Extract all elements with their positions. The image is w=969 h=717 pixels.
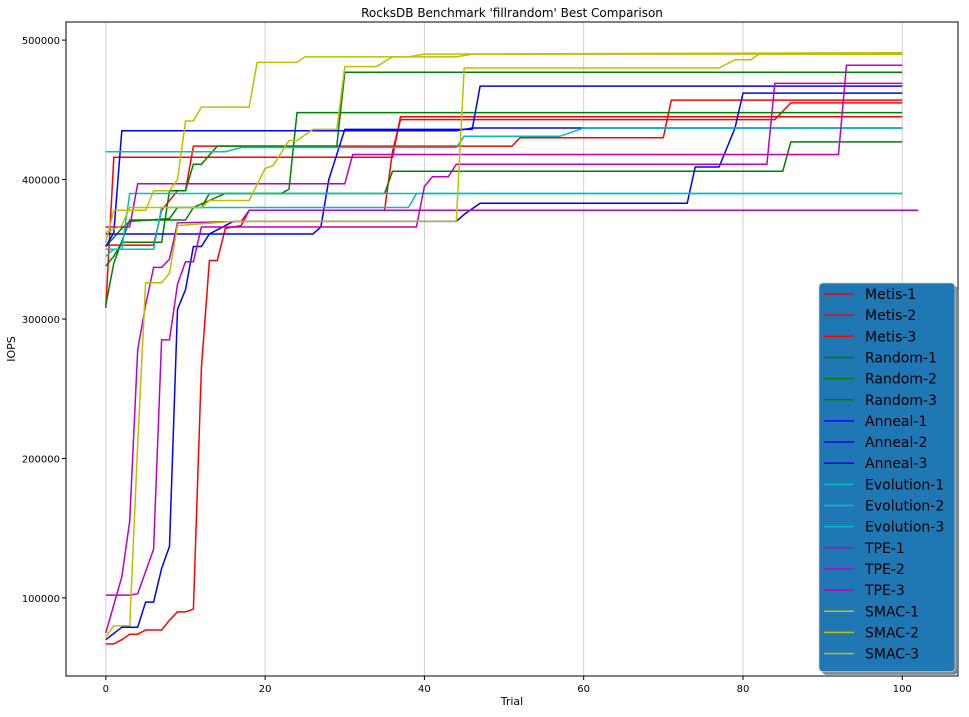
legend-label: Evolution-3 [865,520,944,536]
series-line-evolution-1 [105,127,903,153]
y-tick-label: 200000 [22,454,60,465]
series-line-tpe-1 [105,82,903,596]
legend-label: Metis-3 [865,329,916,345]
legend-box [818,282,956,673]
x-tick-label: 100 [893,684,912,695]
x-tick-label: 0 [103,684,109,695]
x-tick-label: 40 [418,684,431,695]
y-tick-label: 100000 [22,594,60,605]
chart-title: RocksDB Benchmark 'fillrandom' Best Comp… [361,6,663,20]
series-line-random-1 [105,111,903,306]
series-line-metis-3 [105,102,903,645]
y-axis: 100000 200000 300000 400000 500000 [22,36,66,605]
legend-label: Evolution-2 [865,499,944,515]
y-tick-label: 500000 [22,36,60,47]
legend-label: Metis-1 [865,287,916,303]
legend-label: TPE-3 [864,583,905,599]
series-line-smac-3 [105,53,903,234]
series-line-smac-1 [105,53,903,638]
x-tick-label: 20 [259,684,272,695]
series-line-anneal-3 [105,92,903,641]
x-axis-label: Trial [500,695,523,708]
legend-label: TPE-2 [864,562,905,578]
legend-label: TPE-1 [864,541,905,557]
legend-label: Anneal-1 [865,414,927,430]
legend-label: Anneal-2 [865,435,927,451]
series-line-random-2 [105,71,903,267]
legend-label: Random-2 [865,372,937,388]
series-line-anneal-2 [105,85,903,235]
legend-label: Random-3 [865,393,937,409]
legend-label: SMAC-3 [865,647,919,663]
legend-label: Anneal-3 [865,456,927,472]
series-line-random-3 [105,141,903,247]
legend: Metis-1 Metis-2 Metis-3 Random-1 Random-2 Ran… [818,282,958,675]
legend-label: Metis-2 [865,308,916,324]
legend-label: SMAC-1 [865,604,919,620]
series-line-tpe-3 [105,209,919,634]
series-line-metis-2 [105,99,903,246]
legend-label: SMAC-2 [865,625,919,641]
x-axis: 0 20 40 60 80 100 [103,676,912,695]
x-tick-label: 60 [577,684,590,695]
series-lines [105,51,919,645]
series-line-anneal-1 [105,127,903,247]
x-tick-label: 80 [737,684,750,695]
series-line-smac-2 [105,51,903,243]
legend-label: Random-1 [865,350,937,366]
series-line-tpe-2 [105,64,903,228]
y-tick-label: 400000 [22,176,60,187]
legend-label: Evolution-1 [865,477,944,493]
y-axis-label: IOPS [5,336,18,362]
y-tick-label: 300000 [22,315,60,326]
